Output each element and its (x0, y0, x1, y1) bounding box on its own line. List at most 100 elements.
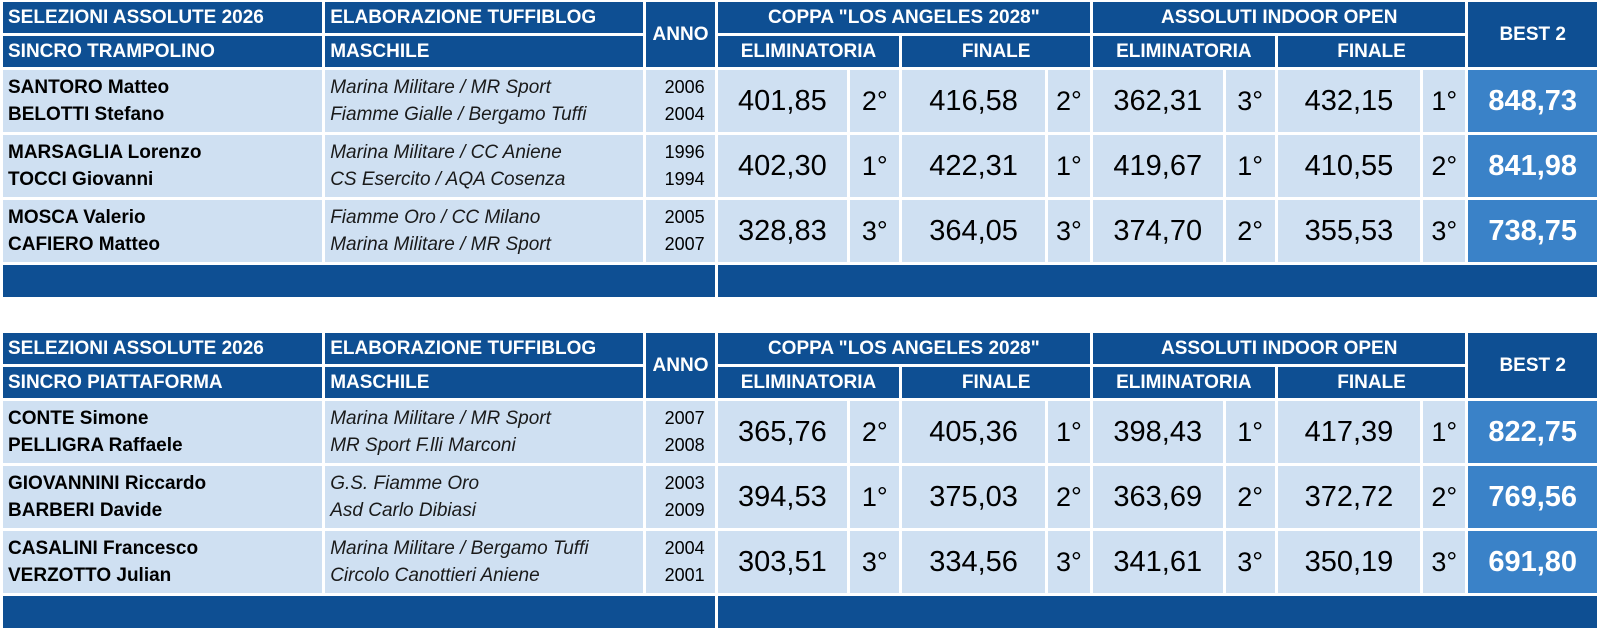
athlete-name: BARBERI Davide (8, 500, 163, 521)
assoluti-finale-score: 350,19 (1277, 531, 1421, 593)
subheader-finale: FINALE (1277, 367, 1466, 398)
coppa-finale-score: 405,36 (902, 401, 1045, 463)
athlete-years: 1996 1994 (646, 135, 715, 197)
anno-header: ANNO (646, 333, 715, 398)
coppa-eliminatoria-score: 394,53 (717, 466, 848, 528)
coppa-finale-score: 364,05 (902, 200, 1045, 262)
birth-year: 2004 (664, 538, 705, 558)
footer-left (3, 265, 715, 297)
assoluti-finale-rank: 3° (1423, 200, 1466, 262)
athlete-club: Fiamme Oro / CC Milano (330, 207, 541, 228)
coppa-eliminatoria-score: 303,51 (717, 531, 848, 593)
athlete-name: BELOTTI Stefano (8, 104, 165, 125)
best-score: 848,73 (1468, 70, 1597, 132)
athlete-club: Marina Militare / MR Sport (330, 77, 551, 98)
subheader-finale: FINALE (902, 36, 1091, 67)
footer-left (3, 596, 715, 628)
subheader-finale: FINALE (902, 367, 1091, 398)
athlete-club: Circolo Canottieri Aniene (330, 565, 540, 586)
athlete-years: 2007 2008 (646, 401, 715, 463)
athlete-name: CAFIERO Matteo (8, 234, 160, 255)
assoluti-eliminatoria-rank: 2° (1225, 466, 1275, 528)
athlete-name: TOCCI Giovanni (8, 169, 154, 190)
coppa-eliminatoria-rank: 1° (850, 135, 900, 197)
coppa-finale-rank: 2° (1047, 70, 1091, 132)
birth-year: 2004 (664, 104, 705, 124)
assoluti-finale-score: 355,53 (1277, 200, 1421, 262)
table-row: MARSAGLIA Lorenzo TOCCI Giovanni Marina M… (3, 135, 1597, 197)
birth-year: 2008 (664, 435, 705, 455)
athlete-names: SANTORO Matteo BELOTTI Stefano (3, 70, 323, 132)
athlete-clubs: G.S. Fiamme Oro Asd Carlo Dibiasi (325, 466, 644, 528)
athlete-club: Asd Carlo Dibiasi (330, 500, 476, 521)
birth-year: 1994 (664, 169, 705, 189)
birth-year: 2003 (664, 473, 705, 493)
assoluti-finale-score: 372,72 (1277, 466, 1421, 528)
assoluti-eliminatoria-rank: 3° (1225, 70, 1275, 132)
table-title-line1: SELEZIONI ASSOLUTE 2026 (3, 2, 323, 33)
athlete-years: 2003 2009 (646, 466, 715, 528)
assoluti-eliminatoria-rank: 1° (1225, 135, 1275, 197)
assoluti-eliminatoria-score: 362,31 (1093, 70, 1223, 132)
best-header: BEST 2 (1468, 2, 1597, 67)
source-line1: ELABORAZIONE TUFFIBLOG (325, 333, 644, 364)
coppa-finale-rank: 3° (1047, 531, 1091, 593)
assoluti-eliminatoria-rank: 2° (1225, 200, 1275, 262)
coppa-finale-rank: 1° (1047, 135, 1091, 197)
coppa-eliminatoria-rank: 1° (850, 466, 900, 528)
athlete-club: Marina Militare / Bergamo Tuffi (330, 538, 589, 559)
subheader-eliminatoria: ELIMINATORIA (717, 36, 900, 67)
header-row: SELEZIONI ASSOLUTE 2026 ELABORAZIONE TUF… (3, 333, 1597, 398)
athlete-club: Marina Militare / MR Sport (330, 408, 551, 429)
anno-header: ANNO (646, 2, 715, 67)
birth-year: 2001 (664, 565, 705, 585)
coppa-finale-score: 416,58 (902, 70, 1045, 132)
table-title-line2: SINCRO TRAMPOLINO (3, 36, 323, 67)
coppa-finale-rank: 2° (1047, 466, 1091, 528)
birth-year: 2005 (664, 207, 705, 227)
table-row: CONTE Simone PELLIGRA Raffaele Marina Mil… (3, 401, 1597, 463)
assoluti-finale-rank: 2° (1423, 466, 1466, 528)
athlete-clubs: Marina Militare / MR Sport Fiamme Gialle … (325, 70, 644, 132)
footer-bar (3, 596, 1597, 628)
best-score: 822,75 (1468, 401, 1597, 463)
athlete-name: CASALINI Francesco (8, 538, 199, 559)
athlete-name: MARSAGLIA Lorenzo (8, 142, 202, 163)
source-line2: MASCHILE (325, 367, 644, 398)
athlete-names: CONTE Simone PELLIGRA Raffaele (3, 401, 323, 463)
assoluti-eliminatoria-rank: 3° (1225, 531, 1275, 593)
athlete-club: Fiamme Gialle / Bergamo Tuffi (330, 104, 587, 125)
subheader-row: SINCRO PIATTAFORMA MASCHILE ELIMINATORIA… (3, 367, 1597, 398)
coppa-eliminatoria-score: 365,76 (717, 401, 848, 463)
subheader-finale: FINALE (1277, 36, 1466, 67)
best-score: 738,75 (1468, 200, 1597, 262)
athlete-clubs: Fiamme Oro / CC Milano Marina Militare / … (325, 200, 644, 262)
table-row: CASALINI Francesco VERZOTTO Julian Marina… (3, 531, 1597, 593)
coppa-finale-score: 375,03 (902, 466, 1045, 528)
assoluti-eliminatoria-score: 341,61 (1093, 531, 1223, 593)
athlete-years: 2005 2007 (646, 200, 715, 262)
athlete-name: MOSCA Valerio (8, 207, 146, 228)
birth-year: 2009 (664, 500, 705, 520)
assoluti-finale-score: 410,55 (1277, 135, 1421, 197)
birth-year: 2007 (664, 408, 705, 428)
competition-header-coppa: COPPA "LOS ANGELES 2028" (717, 333, 1091, 364)
coppa-eliminatoria-score: 328,83 (717, 200, 848, 262)
competition-header-coppa: COPPA "LOS ANGELES 2028" (717, 2, 1091, 33)
athlete-club: Marina Militare / CC Aniene (330, 142, 562, 163)
subheader-row: SINCRO TRAMPOLINO MASCHILE ELIMINATORIA … (3, 36, 1597, 67)
birth-year: 1996 (664, 142, 705, 162)
assoluti-finale-score: 417,39 (1277, 401, 1421, 463)
source-line1: ELABORAZIONE TUFFIBLOG (325, 2, 644, 33)
results-table-sincro-trampolino: SELEZIONI ASSOLUTE 2026 ELABORAZIONE TUF… (0, 0, 1600, 300)
assoluti-eliminatoria-score: 398,43 (1093, 401, 1223, 463)
coppa-eliminatoria-score: 402,30 (717, 135, 848, 197)
best-header: BEST 2 (1468, 333, 1597, 398)
athlete-club: Marina Militare / MR Sport (330, 234, 551, 255)
source-line2: MASCHILE (325, 36, 644, 67)
best-score: 841,98 (1468, 135, 1597, 197)
athlete-name: PELLIGRA Raffaele (8, 435, 183, 456)
coppa-finale-score: 334,56 (902, 531, 1045, 593)
athlete-name: SANTORO Matteo (8, 77, 170, 98)
competition-header-assoluti: ASSOLUTI INDOOR OPEN (1093, 2, 1466, 33)
